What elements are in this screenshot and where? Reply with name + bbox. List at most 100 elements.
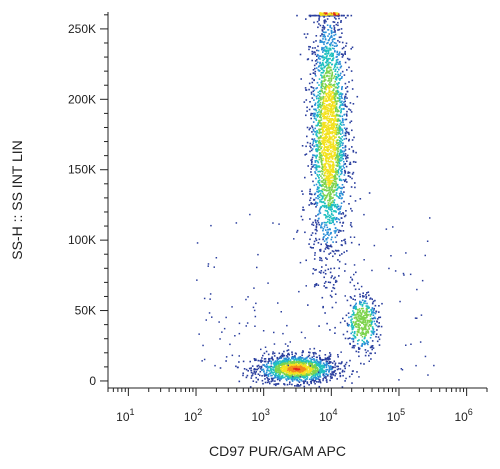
- data-point: [323, 114, 325, 116]
- data-point: [313, 374, 315, 377]
- data-point: [313, 89, 316, 91]
- data-point: [318, 84, 320, 86]
- data-point: [238, 380, 241, 383]
- data-point: [331, 63, 334, 66]
- data-point: [338, 51, 341, 54]
- data-point: [329, 156, 331, 159]
- data-point: [364, 354, 367, 357]
- data-point: [320, 106, 322, 109]
- data-point: [344, 149, 347, 151]
- data-point: [313, 258, 316, 260]
- data-point: [327, 50, 330, 53]
- data-point: [332, 185, 334, 188]
- data-point: [336, 51, 338, 54]
- data-point: [304, 380, 307, 383]
- data-point: [322, 372, 324, 374]
- data-point: [298, 357, 300, 360]
- data-point: [338, 179, 341, 181]
- data-point: [268, 370, 271, 372]
- data-point: [337, 24, 339, 27]
- data-point: [324, 79, 327, 81]
- data-point: [333, 277, 335, 280]
- data-point: [327, 49, 330, 52]
- data-point: [330, 377, 332, 379]
- data-point: [300, 357, 303, 359]
- data-point: [371, 348, 373, 351]
- data-point: [270, 357, 273, 360]
- data-point: [338, 175, 340, 178]
- data-point: [322, 229, 324, 232]
- data-point: [328, 362, 331, 364]
- data-point: [297, 385, 299, 387]
- data-point: [365, 294, 367, 296]
- data-point: [313, 138, 316, 140]
- data-point: [295, 368, 298, 371]
- data-point: [278, 366, 280, 368]
- data-point: [332, 115, 335, 117]
- data-point: [273, 343, 276, 345]
- data-point: [301, 218, 304, 221]
- data-point: [312, 180, 314, 183]
- data-point: [324, 286, 327, 289]
- data-point: [359, 321, 361, 323]
- data-point: [330, 118, 333, 120]
- data-point: [331, 124, 334, 127]
- data-point: [358, 303, 361, 305]
- data-point: [266, 365, 269, 368]
- data-point: [300, 367, 303, 370]
- data-point: [324, 186, 326, 188]
- data-point: [314, 51, 316, 54]
- data-point: [297, 358, 300, 361]
- data-point: [372, 330, 374, 332]
- data-point: [223, 327, 226, 330]
- data-point: [325, 360, 328, 362]
- data-point: [335, 60, 338, 62]
- data-point: [358, 348, 360, 350]
- data-point: [316, 373, 318, 376]
- data-point: [354, 331, 356, 333]
- data-point: [325, 99, 327, 101]
- data-point: [296, 376, 299, 379]
- data-point: [327, 128, 330, 131]
- data-point: [313, 376, 315, 379]
- data-point: [364, 302, 366, 305]
- data-point: [335, 12, 338, 15]
- data-point: [359, 301, 361, 304]
- data-point: [346, 127, 348, 130]
- data-point: [361, 326, 363, 329]
- data-point: [333, 104, 335, 107]
- data-point: [276, 357, 279, 360]
- data-point: [334, 159, 337, 161]
- data-point: [332, 189, 335, 192]
- data-point: [334, 107, 337, 109]
- data-point: [334, 362, 337, 365]
- y-tick-label: 250K: [68, 22, 96, 36]
- data-point: [326, 48, 328, 50]
- data-point: [338, 68, 340, 71]
- data-point: [329, 365, 332, 367]
- data-point: [294, 373, 296, 375]
- data-point: [276, 359, 279, 362]
- data-point: [325, 221, 328, 224]
- data-point: [371, 340, 374, 342]
- data-point: [346, 110, 348, 113]
- data-point: [335, 184, 337, 186]
- data-point: [317, 368, 319, 371]
- data-point: [337, 21, 339, 24]
- data-point: [286, 358, 289, 361]
- data-point: [285, 369, 287, 371]
- data-point: [285, 372, 288, 374]
- data-point: [328, 66, 331, 68]
- data-point: [299, 376, 301, 378]
- data-point: [263, 370, 265, 372]
- data-point: [325, 97, 327, 100]
- data-point: [319, 212, 322, 214]
- data-point: [256, 266, 258, 269]
- data-point: [330, 80, 332, 82]
- data-point: [365, 311, 367, 313]
- data-point: [320, 270, 323, 272]
- data-point: [295, 358, 298, 361]
- data-point: [274, 362, 277, 364]
- data-point: [332, 21, 335, 23]
- data-point: [316, 144, 319, 146]
